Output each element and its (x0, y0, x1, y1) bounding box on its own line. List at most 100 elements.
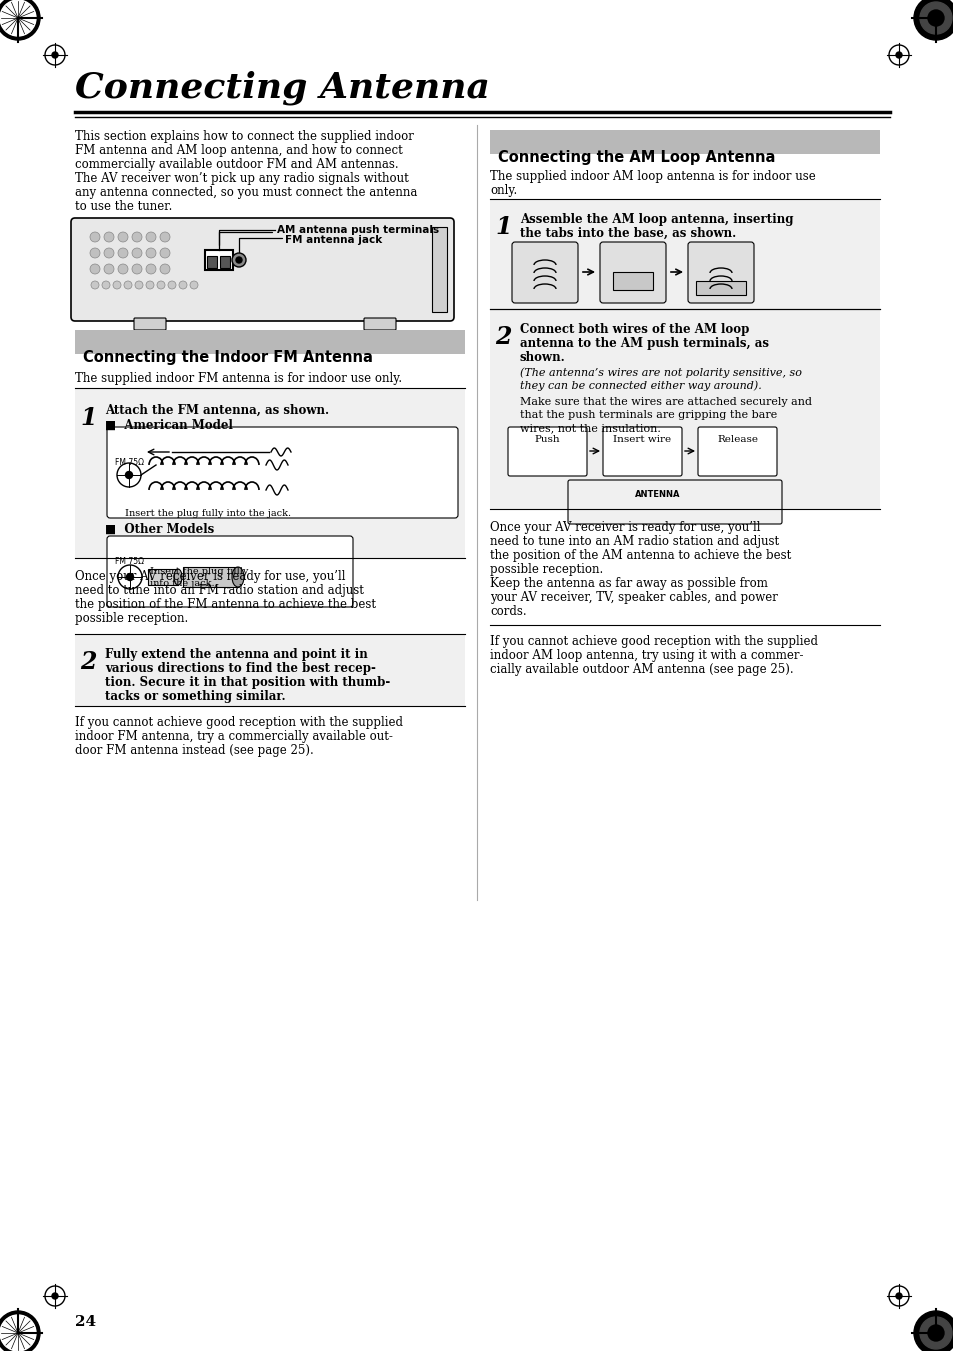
Circle shape (118, 263, 128, 274)
Text: FM 75Ω: FM 75Ω (115, 458, 144, 467)
Text: antenna to the AM push terminals, as: antenna to the AM push terminals, as (519, 336, 768, 350)
Circle shape (52, 1293, 58, 1300)
Text: cords.: cords. (490, 605, 526, 617)
Text: Once your AV receiver is ready for use, you’ll: Once your AV receiver is ready for use, … (75, 570, 345, 584)
Text: possible reception.: possible reception. (490, 563, 602, 576)
Circle shape (102, 281, 110, 289)
Bar (75, 634, 464, 707)
Circle shape (927, 9, 943, 26)
Text: 24: 24 (75, 1315, 96, 1329)
Bar (490, 309, 879, 509)
Text: any antenna connected, so you must connect the antenna: any antenna connected, so you must conne… (75, 186, 417, 199)
Circle shape (146, 249, 156, 258)
Bar (207, 255, 216, 267)
Circle shape (232, 253, 246, 267)
Text: possible reception.: possible reception. (75, 612, 188, 626)
FancyBboxPatch shape (567, 480, 781, 524)
Circle shape (132, 263, 142, 274)
Text: ■  American Model: ■ American Model (105, 419, 233, 432)
Circle shape (127, 574, 133, 581)
Bar (148, 569, 178, 585)
Text: tion. Secure it in that position with thumb-: tion. Secure it in that position with th… (105, 676, 390, 689)
Circle shape (104, 249, 113, 258)
Text: the position of the AM antenna to achieve the best: the position of the AM antenna to achiev… (490, 549, 790, 562)
FancyBboxPatch shape (698, 427, 776, 476)
Circle shape (52, 51, 58, 58)
Text: Make sure that the wires are attached securely and: Make sure that the wires are attached se… (519, 397, 811, 407)
Bar (490, 130, 879, 154)
Text: FM antenna jack: FM antenna jack (285, 235, 382, 245)
Circle shape (919, 1317, 951, 1350)
Bar (75, 388, 464, 558)
Text: If you cannot achieve good reception with the supplied: If you cannot achieve good reception wit… (75, 716, 402, 730)
Circle shape (160, 263, 170, 274)
Bar (75, 330, 464, 354)
Text: 2: 2 (495, 326, 511, 349)
Text: indoor AM loop antenna, try using it with a commer-: indoor AM loop antenna, try using it wit… (490, 648, 802, 662)
Circle shape (895, 51, 901, 58)
Bar (490, 199, 879, 309)
Text: Connect both wires of the AM loop: Connect both wires of the AM loop (519, 323, 749, 336)
Circle shape (913, 0, 953, 41)
FancyBboxPatch shape (507, 427, 586, 476)
Text: (The antenna’s wires are not polarity sensitive, so: (The antenna’s wires are not polarity se… (519, 367, 801, 377)
Text: to use the tuner.: to use the tuner. (75, 200, 172, 213)
Circle shape (157, 281, 165, 289)
Text: FM antenna and AM loop antenna, and how to connect: FM antenna and AM loop antenna, and how … (75, 145, 402, 157)
Text: that the push terminals are gripping the bare: that the push terminals are gripping the… (519, 409, 777, 420)
Text: Connecting the Indoor FM Antenna: Connecting the Indoor FM Antenna (83, 350, 373, 365)
Circle shape (90, 263, 100, 274)
Bar (183, 567, 237, 586)
Circle shape (0, 0, 40, 41)
Text: The supplied indoor AM loop antenna is for indoor use: The supplied indoor AM loop antenna is f… (490, 170, 815, 182)
Circle shape (91, 281, 99, 289)
Bar (432, 227, 447, 312)
Bar (696, 281, 745, 295)
Text: various directions to find the best recep-: various directions to find the best rece… (105, 662, 375, 676)
Circle shape (126, 471, 132, 478)
Circle shape (190, 281, 198, 289)
Circle shape (146, 263, 156, 274)
Text: Push: Push (534, 435, 559, 444)
Circle shape (132, 232, 142, 242)
Circle shape (90, 232, 100, 242)
Text: AM antenna push terminals: AM antenna push terminals (276, 226, 438, 235)
Bar (613, 272, 652, 290)
Text: Once your AV receiver is ready for use, you’ll: Once your AV receiver is ready for use, … (490, 521, 760, 534)
Text: wires, not the insulation.: wires, not the insulation. (519, 423, 660, 434)
Bar (220, 255, 230, 267)
Text: shown.: shown. (519, 351, 565, 363)
FancyBboxPatch shape (71, 218, 454, 322)
Text: your AV receiver, TV, speaker cables, and power: your AV receiver, TV, speaker cables, an… (490, 590, 777, 604)
Text: Insert wire: Insert wire (613, 435, 671, 444)
Text: indoor FM antenna, try a commercially available out-: indoor FM antenna, try a commercially av… (75, 730, 393, 743)
Bar (205, 250, 233, 270)
Circle shape (919, 1, 951, 34)
FancyBboxPatch shape (602, 427, 681, 476)
FancyBboxPatch shape (364, 317, 395, 330)
Circle shape (160, 249, 170, 258)
Ellipse shape (232, 567, 244, 586)
Circle shape (0, 1315, 36, 1351)
Text: If you cannot achieve good reception with the supplied: If you cannot achieve good reception wit… (490, 635, 817, 648)
Text: into the jack.: into the jack. (150, 580, 214, 588)
Text: Insert the plug fully into the jack.: Insert the plug fully into the jack. (125, 509, 291, 517)
Circle shape (168, 281, 175, 289)
Text: tacks or something similar.: tacks or something similar. (105, 690, 285, 703)
Circle shape (0, 0, 36, 36)
Text: The AV receiver won’t pick up any radio signals without: The AV receiver won’t pick up any radio … (75, 172, 408, 185)
Text: commercially available outdoor FM and AM antennas.: commercially available outdoor FM and AM… (75, 158, 398, 172)
Circle shape (112, 281, 121, 289)
Text: This section explains how to connect the supplied indoor: This section explains how to connect the… (75, 130, 414, 143)
Circle shape (146, 281, 153, 289)
Text: need to tune into an AM radio station and adjust: need to tune into an AM radio station an… (490, 535, 779, 549)
Text: door FM antenna instead (see page 25).: door FM antenna instead (see page 25). (75, 744, 314, 757)
Text: FM 75Ω: FM 75Ω (115, 557, 144, 566)
Text: Insert the plug fully: Insert the plug fully (150, 567, 248, 576)
Text: cially available outdoor AM antenna (see page 25).: cially available outdoor AM antenna (see… (490, 663, 793, 676)
Text: Release: Release (717, 435, 758, 444)
Circle shape (118, 565, 142, 589)
Circle shape (135, 281, 143, 289)
Text: ANTENNA: ANTENNA (635, 490, 679, 499)
Text: the tabs into the base, as shown.: the tabs into the base, as shown. (519, 227, 736, 240)
